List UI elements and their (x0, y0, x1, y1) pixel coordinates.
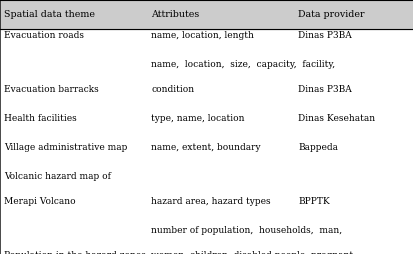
Text: hazard area, hazard types: hazard area, hazard types (151, 197, 270, 206)
Text: name, extent, boundary: name, extent, boundary (151, 143, 260, 152)
Text: Attributes: Attributes (151, 10, 199, 19)
Text: Evacuation barracks: Evacuation barracks (4, 85, 99, 94)
Text: Data provider: Data provider (297, 10, 364, 19)
Text: Population in the hazard zones: Population in the hazard zones (4, 251, 146, 254)
Text: Dinas P3BA: Dinas P3BA (297, 31, 351, 40)
Text: Bappeda: Bappeda (297, 143, 337, 152)
Text: Health facilities: Health facilities (4, 114, 77, 123)
Text: name,  location,  size,  capacity,  facility,: name, location, size, capacity, facility… (151, 60, 335, 69)
Text: Evacuation roads: Evacuation roads (4, 31, 84, 40)
Text: women, children, disabled people, pregnant: women, children, disabled people, pregna… (151, 251, 352, 254)
Text: Dinas Kesehatan: Dinas Kesehatan (297, 114, 374, 123)
Text: Dinas P3BA: Dinas P3BA (297, 85, 351, 94)
Text: number of population,  households,  man,: number of population, households, man, (151, 226, 342, 235)
Text: type, name, location: type, name, location (151, 114, 244, 123)
Text: Volcanic hazard map of: Volcanic hazard map of (4, 172, 111, 181)
Text: name, location, length: name, location, length (151, 31, 253, 40)
Text: BPPTK: BPPTK (297, 197, 329, 206)
Text: condition: condition (151, 85, 194, 94)
Text: Village administrative map: Village administrative map (4, 143, 127, 152)
Text: Spatial data theme: Spatial data theme (4, 10, 95, 19)
Bar (0, 0, 413, 29)
Text: Merapi Volcano: Merapi Volcano (4, 197, 76, 206)
